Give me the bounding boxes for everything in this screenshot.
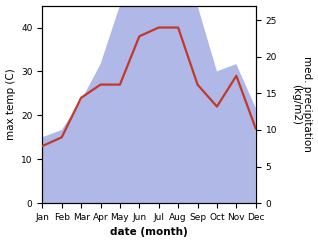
Y-axis label: max temp (C): max temp (C) bbox=[5, 69, 16, 140]
X-axis label: date (month): date (month) bbox=[110, 227, 188, 237]
Y-axis label: med. precipitation
(kg/m2): med. precipitation (kg/m2) bbox=[291, 56, 313, 152]
